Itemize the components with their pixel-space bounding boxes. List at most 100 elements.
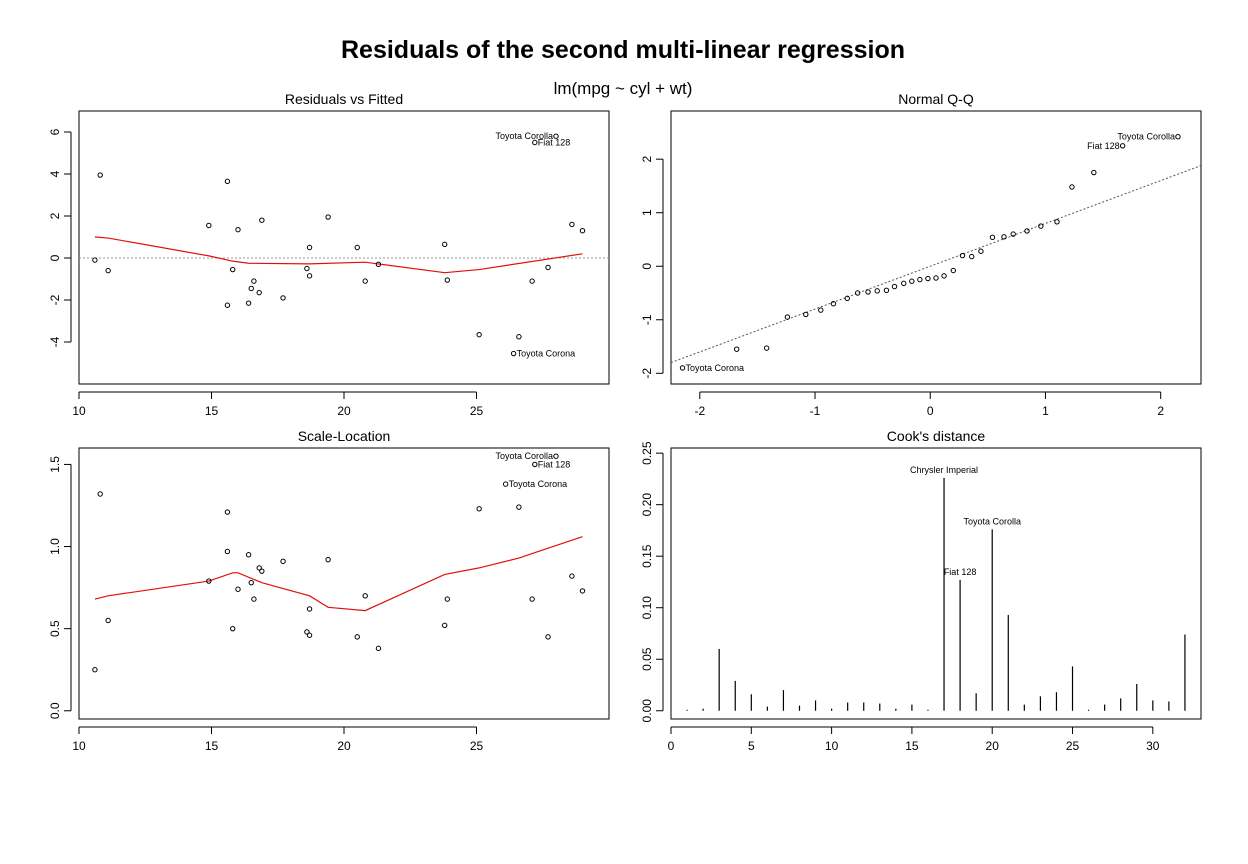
point-label: Toyota Corona	[517, 349, 576, 359]
cooks-distance-y-axis: 0.00 0.05 0.10 0.15 0.20 0.25	[640, 441, 664, 722]
data-point	[224, 548, 231, 555]
data-point	[306, 244, 313, 251]
data-point	[306, 273, 313, 279]
x-tick-label: -1	[810, 404, 821, 418]
normal-qq-x-axis: -2 -1 0 1 2	[694, 391, 1164, 418]
data-point	[444, 277, 451, 283]
data-point	[844, 295, 850, 302]
data-point	[917, 276, 923, 283]
data-point	[476, 506, 482, 512]
x-tick-label: 20	[986, 739, 1000, 753]
scale-location-title: Scale-Location	[298, 428, 391, 444]
data-point	[105, 617, 111, 624]
cooks-distance-title: Cook's distance	[887, 428, 986, 444]
data-point	[874, 288, 880, 294]
point-label: Fiat 128	[538, 459, 571, 469]
normal-qq-title: Normal Q-Q	[898, 91, 974, 107]
data-point	[354, 244, 360, 251]
data-point	[206, 222, 212, 229]
point-label: Fiat 128	[538, 138, 571, 148]
data-point	[784, 314, 791, 320]
data-point	[235, 586, 241, 592]
data-point	[476, 331, 482, 338]
data-point	[529, 278, 535, 284]
data-point	[1054, 219, 1060, 225]
data-point	[354, 634, 360, 640]
data-point	[883, 287, 890, 294]
normal-qq-frame	[670, 110, 1202, 385]
point-label: Toyota Corolla	[495, 451, 553, 461]
y-tick-label: -2	[640, 368, 654, 379]
y-tick-label: 6	[48, 128, 62, 135]
y-tick-label: 0.10	[640, 596, 654, 620]
data-point	[1038, 223, 1044, 229]
normal-qq-reference-line	[670, 165, 1202, 364]
x-tick-label: 25	[470, 404, 484, 418]
x-tick-label: 20	[337, 404, 351, 418]
residuals-vs-fitted-smoother-line	[94, 236, 583, 274]
y-tick-label: 0	[48, 254, 62, 261]
figure-title: Residuals of the second multi-linear reg…	[341, 36, 905, 64]
data-point	[569, 573, 575, 579]
scale-location-x-axis: 10 15 20 25	[72, 726, 484, 753]
y-tick-label: 4	[48, 170, 62, 177]
data-point	[235, 226, 241, 233]
y-tick-label: 2	[48, 212, 62, 219]
point-label: Fiat 128	[944, 567, 977, 577]
data-point	[224, 509, 231, 515]
x-tick-label: 10	[72, 404, 86, 418]
data-point	[248, 285, 254, 292]
residuals-vs-fitted-x-axis: 10 15 20 25	[72, 391, 484, 418]
data-point	[248, 579, 254, 586]
data-point	[375, 645, 382, 652]
y-tick-label: -4	[48, 336, 62, 347]
data-point	[516, 504, 522, 510]
data-point	[259, 217, 265, 223]
x-tick-label: 2	[1157, 404, 1164, 418]
data-point	[803, 311, 809, 318]
data-point	[516, 334, 522, 340]
y-tick-label: 0	[640, 263, 654, 270]
data-point	[933, 275, 939, 281]
data-point	[245, 552, 252, 558]
scale-location-panel: Scale-Location 10 15 20 25 0.0 0.5 1.0 1.5 Toyota…	[48, 428, 610, 753]
data-point	[92, 257, 98, 263]
cooks-distance-x-axis: 0 5 10 15 20 25 30	[668, 726, 1160, 753]
residuals-vs-fitted-y-axis: -4 -2 0 2 4 6	[48, 128, 72, 347]
scale-location-frame	[78, 447, 610, 720]
data-point	[553, 133, 559, 139]
cooks-distance-frame	[670, 447, 1202, 720]
data-point	[532, 461, 538, 468]
y-tick-label: -2	[48, 294, 62, 305]
point-label: Toyota Corona	[509, 479, 568, 489]
x-tick-label: 1	[1042, 404, 1049, 418]
y-tick-label: 0.05	[640, 647, 654, 671]
normal-qq-panel: Normal Q-Q -2 -1 0 1 2 -2 -1 0 1 2 Toyota CorollaFi…	[640, 91, 1202, 418]
y-tick-label: -1	[640, 314, 654, 325]
data-point	[818, 307, 824, 313]
x-tick-label: 15	[205, 739, 219, 753]
data-point	[763, 345, 770, 351]
data-point	[865, 289, 871, 295]
y-tick-label: 0.15	[640, 544, 654, 568]
x-tick-label: 20	[337, 739, 351, 753]
data-point	[891, 283, 898, 290]
data-point	[545, 264, 551, 271]
data-point	[256, 289, 262, 296]
data-point	[679, 365, 686, 371]
data-point	[306, 606, 313, 612]
data-point	[950, 267, 956, 274]
data-point	[325, 556, 331, 563]
data-point	[909, 278, 915, 284]
data-point	[224, 302, 231, 308]
data-point	[444, 596, 451, 602]
data-point	[259, 568, 265, 574]
data-point	[545, 634, 551, 640]
data-point	[733, 346, 740, 352]
point-label: Toyota Corolla	[963, 516, 1021, 526]
x-tick-label: 25	[470, 739, 484, 753]
data-point	[304, 629, 310, 635]
data-point	[92, 667, 98, 673]
scale-location-y-axis: 0.0 0.5 1.0 1.5	[48, 456, 72, 719]
